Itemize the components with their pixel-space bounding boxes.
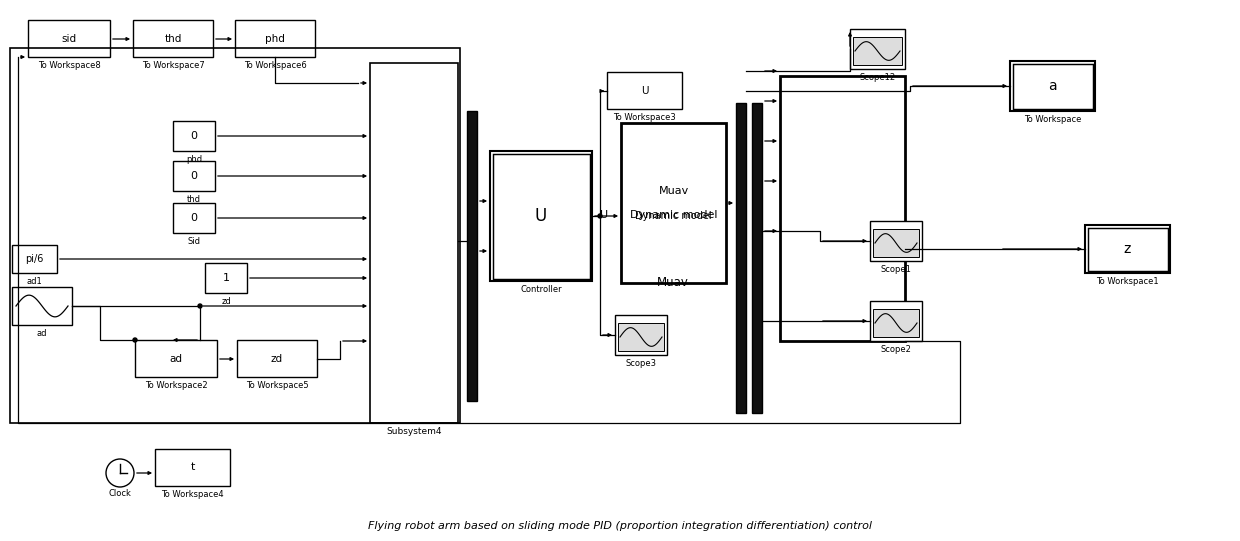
Bar — [1011, 61, 1095, 111]
Bar — [467, 111, 477, 401]
Text: t: t — [190, 463, 195, 472]
Text: z: z — [1123, 242, 1131, 256]
Text: Muav

Dynamic model: Muav Dynamic model — [630, 187, 717, 220]
Text: zd: zd — [270, 353, 283, 364]
Bar — [618, 323, 663, 351]
Bar — [236, 20, 315, 57]
Bar — [205, 263, 247, 293]
Bar — [12, 245, 57, 273]
Text: ad1: ad1 — [26, 277, 42, 286]
Text: To Workspace1: To Workspace1 — [1096, 277, 1159, 286]
Bar — [370, 63, 458, 423]
Text: To Workspace3: To Workspace3 — [613, 113, 676, 122]
Text: zd: zd — [221, 297, 231, 306]
Circle shape — [198, 304, 202, 308]
Bar — [12, 287, 72, 325]
Text: Scope3: Scope3 — [625, 359, 656, 368]
Bar — [873, 229, 919, 257]
Text: phd: phd — [265, 34, 285, 43]
Bar — [174, 161, 215, 191]
Text: To Workspace6: To Workspace6 — [243, 61, 306, 70]
Bar — [849, 29, 905, 69]
Text: Clock: Clock — [109, 489, 131, 498]
Text: 0: 0 — [191, 131, 197, 141]
Bar — [29, 20, 110, 57]
Bar — [780, 76, 905, 341]
Bar — [870, 221, 923, 261]
Text: Scope12: Scope12 — [859, 73, 895, 82]
Text: thd: thd — [187, 195, 201, 204]
Bar — [615, 315, 667, 355]
Text: Scope1: Scope1 — [880, 265, 911, 274]
Text: ad: ad — [170, 353, 182, 364]
Text: U: U — [534, 207, 547, 225]
Text: pi/6: pi/6 — [25, 254, 43, 264]
Bar — [155, 449, 229, 486]
Text: a: a — [1048, 79, 1056, 93]
Bar — [237, 340, 317, 377]
Text: Dynamic model: Dynamic model — [635, 211, 712, 221]
Bar — [1087, 228, 1168, 270]
Text: To Workspace4: To Workspace4 — [161, 490, 223, 499]
Text: U: U — [641, 85, 649, 96]
Bar — [490, 151, 591, 281]
Text: 0: 0 — [191, 213, 197, 223]
Bar — [174, 203, 215, 233]
Text: ad: ad — [37, 329, 47, 338]
Bar — [751, 103, 763, 413]
Bar — [870, 301, 923, 341]
Text: To Workspace: To Workspace — [1024, 115, 1081, 124]
Text: 1: 1 — [222, 273, 229, 283]
Text: 0: 0 — [191, 171, 197, 181]
Text: Controller: Controller — [521, 285, 562, 294]
Bar — [133, 20, 213, 57]
Text: To Workspace5: To Workspace5 — [246, 381, 309, 390]
Text: To Workspace8: To Workspace8 — [37, 61, 100, 70]
Bar — [174, 121, 215, 151]
Bar — [621, 123, 725, 283]
Bar — [135, 340, 217, 377]
Text: Flying robot arm based on sliding mode PID (proportion integration differentiati: Flying robot arm based on sliding mode P… — [368, 521, 872, 531]
Text: Subsystem4: Subsystem4 — [386, 427, 441, 436]
Circle shape — [133, 338, 136, 342]
Text: Sid: Sid — [187, 237, 201, 246]
Bar — [10, 48, 460, 423]
Bar — [737, 103, 746, 413]
Text: U: U — [600, 210, 608, 220]
Text: thd: thd — [165, 34, 182, 43]
Text: Scope2: Scope2 — [880, 345, 911, 354]
Text: To Workspace2: To Workspace2 — [145, 381, 207, 390]
Bar — [492, 154, 589, 279]
Bar — [608, 72, 682, 109]
Circle shape — [105, 459, 134, 487]
Bar — [853, 37, 901, 65]
Text: sid: sid — [62, 34, 77, 43]
Text: To Workspace7: To Workspace7 — [141, 61, 205, 70]
Text: Muav: Muav — [657, 276, 689, 289]
Bar — [1085, 225, 1171, 273]
Bar — [873, 309, 919, 337]
Bar — [1013, 63, 1092, 109]
Circle shape — [598, 214, 601, 218]
Text: phd: phd — [186, 155, 202, 164]
